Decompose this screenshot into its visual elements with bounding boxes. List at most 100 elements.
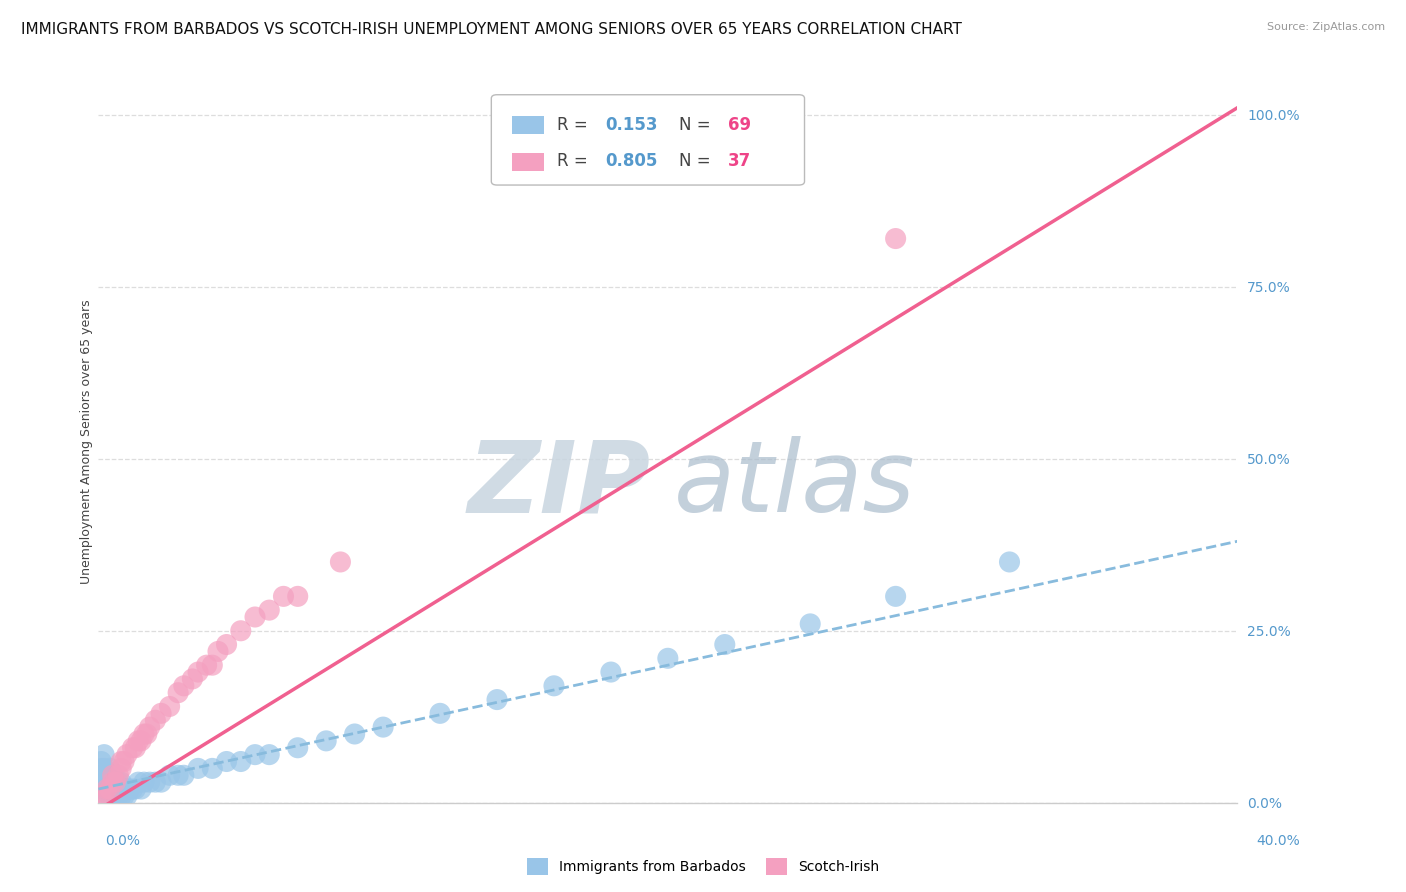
Text: 0.153: 0.153 — [605, 116, 658, 134]
Point — [159, 699, 181, 714]
Text: Source: ZipAtlas.com: Source: ZipAtlas.com — [1267, 22, 1385, 32]
Point — [93, 775, 115, 789]
Point — [101, 768, 124, 782]
Point — [110, 789, 132, 803]
Point — [107, 768, 129, 782]
Text: R =: R = — [557, 116, 593, 134]
Point — [129, 782, 152, 797]
Point — [150, 775, 173, 789]
Point — [329, 555, 352, 569]
Point — [259, 603, 281, 617]
Text: 0.0%: 0.0% — [105, 834, 141, 848]
Point — [96, 782, 118, 797]
Point — [129, 734, 152, 748]
Point — [98, 782, 121, 797]
Point — [115, 747, 138, 762]
Point — [121, 782, 143, 797]
Point — [884, 231, 907, 245]
Point — [195, 658, 218, 673]
Text: 69: 69 — [728, 116, 751, 134]
Point — [315, 734, 337, 748]
Text: 0.805: 0.805 — [605, 153, 658, 170]
Point — [90, 775, 112, 789]
Point — [90, 755, 112, 769]
Point — [229, 624, 252, 638]
Point — [373, 720, 395, 734]
Point — [93, 761, 115, 775]
Point — [243, 610, 266, 624]
Point — [138, 775, 160, 789]
Point — [132, 775, 155, 789]
Point — [201, 761, 224, 775]
Point — [486, 692, 509, 706]
Text: 37: 37 — [728, 153, 751, 170]
Point — [96, 775, 118, 789]
Point — [884, 590, 907, 604]
Point — [107, 782, 129, 797]
Point — [107, 789, 129, 803]
Point — [110, 755, 132, 769]
Point — [998, 555, 1021, 569]
Point — [600, 665, 623, 679]
Point — [229, 755, 252, 769]
Point — [98, 789, 121, 803]
Point — [259, 747, 281, 762]
Text: IMMIGRANTS FROM BARBADOS VS SCOTCH-IRISH UNEMPLOYMENT AMONG SENIORS OVER 65 YEAR: IMMIGRANTS FROM BARBADOS VS SCOTCH-IRISH… — [21, 22, 962, 37]
FancyBboxPatch shape — [512, 153, 544, 170]
Point — [273, 590, 295, 604]
Point — [543, 679, 565, 693]
Point — [101, 789, 124, 803]
Point — [145, 713, 167, 727]
Point — [104, 775, 127, 789]
Point — [714, 638, 737, 652]
Point — [124, 782, 146, 797]
Point — [101, 789, 124, 803]
Point — [135, 727, 157, 741]
Text: atlas: atlas — [673, 436, 915, 533]
Point — [110, 775, 132, 789]
Point — [799, 616, 821, 631]
Point — [101, 768, 124, 782]
Point — [101, 782, 124, 797]
Point — [112, 755, 135, 769]
Point — [104, 789, 127, 803]
Point — [96, 782, 118, 797]
Point — [118, 782, 141, 797]
Point — [159, 768, 181, 782]
Y-axis label: Unemployment Among Seniors over 65 years: Unemployment Among Seniors over 65 years — [80, 299, 93, 584]
Point — [187, 761, 209, 775]
Point — [127, 775, 149, 789]
Point — [145, 775, 167, 789]
Point — [173, 679, 195, 693]
Point — [96, 789, 118, 803]
Point — [98, 775, 121, 789]
Point — [138, 720, 160, 734]
Point — [104, 782, 127, 797]
Point — [115, 789, 138, 803]
Point — [107, 775, 129, 789]
Point — [90, 782, 112, 797]
Point — [215, 755, 238, 769]
Point — [104, 775, 127, 789]
Point — [187, 665, 209, 679]
Point — [121, 740, 143, 755]
Point — [93, 789, 115, 803]
Point — [98, 761, 121, 775]
Point — [115, 782, 138, 797]
Point — [96, 768, 118, 782]
Point — [343, 727, 366, 741]
Legend: Immigrants from Barbados, Scotch-Irish: Immigrants from Barbados, Scotch-Irish — [522, 853, 884, 880]
Point — [124, 740, 146, 755]
Point — [112, 789, 135, 803]
Point — [657, 651, 679, 665]
Point — [110, 761, 132, 775]
Point — [98, 768, 121, 782]
Point — [90, 761, 112, 775]
Point — [201, 658, 224, 673]
Point — [167, 768, 190, 782]
Point — [110, 782, 132, 797]
Point — [287, 590, 309, 604]
Point — [127, 734, 149, 748]
Point — [429, 706, 451, 721]
Point — [90, 768, 112, 782]
